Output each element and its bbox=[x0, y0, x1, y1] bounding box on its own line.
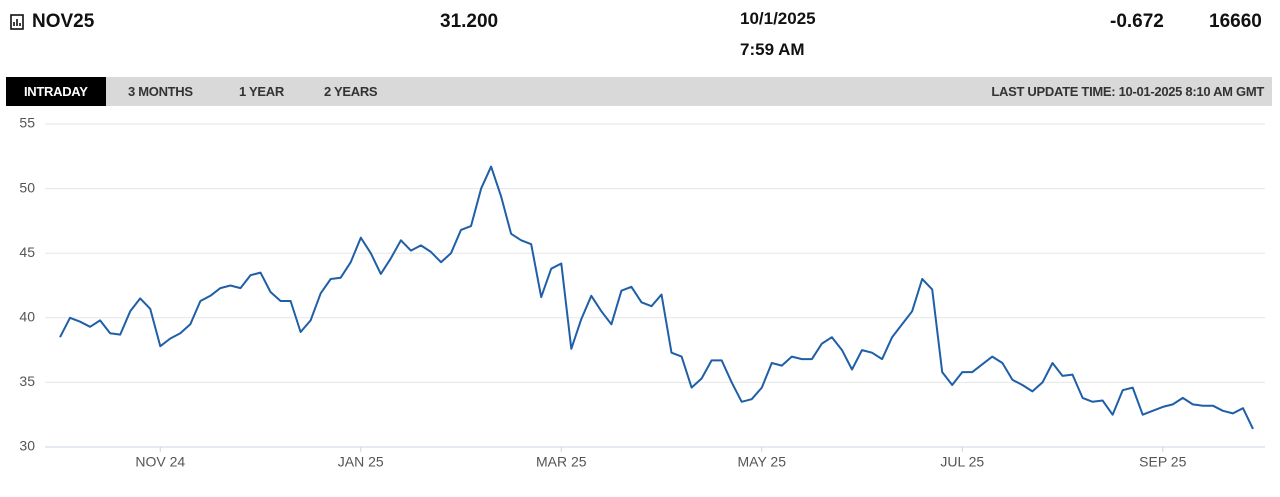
y-tick-label: 40 bbox=[19, 309, 35, 325]
price-line bbox=[59, 165, 1254, 430]
x-tick-label: JAN 25 bbox=[338, 454, 384, 470]
price: 31.200 bbox=[440, 11, 499, 32]
volume: 16660 bbox=[1209, 11, 1262, 32]
y-tick-label: 55 bbox=[19, 115, 35, 131]
tab-bar: INTRADAY 3 MONTHS 1 YEAR 2 YEARS LAST UP… bbox=[6, 77, 1272, 106]
x-tick-label: NOV 24 bbox=[135, 454, 185, 470]
x-tick-label: SEP 25 bbox=[1139, 454, 1186, 470]
chart: 30 35 40 45 50 55 NOV 24 JAN 25 MAR 25 MAY 25 JUL … bbox=[19, 115, 1265, 470]
symbol: NOV25 bbox=[32, 11, 95, 32]
x-tick-label: MAY 25 bbox=[738, 454, 787, 470]
symbol-icon bbox=[10, 14, 24, 30]
date: 10/1/2025 bbox=[740, 9, 816, 28]
tab[interactable]: 2 YEARS bbox=[324, 84, 378, 99]
time: 7:59 AM bbox=[740, 40, 805, 59]
y-tick-label: 30 bbox=[19, 438, 35, 454]
last-update: LAST UPDATE TIME: 10-01-2025 8:10 AM GMT bbox=[991, 84, 1264, 99]
tab[interactable]: 1 YEAR bbox=[239, 84, 284, 99]
change: -0.672 bbox=[1110, 11, 1164, 32]
y-tick-label: 35 bbox=[19, 373, 35, 389]
x-tick-label: JUL 25 bbox=[940, 454, 984, 470]
y-tick-label: 45 bbox=[19, 244, 35, 260]
x-tick-label: MAR 25 bbox=[536, 454, 587, 470]
tab[interactable]: 3 MONTHS bbox=[128, 84, 193, 99]
tab[interactable]: INTRADAY bbox=[6, 77, 106, 106]
y-tick-label: 50 bbox=[19, 179, 35, 195]
